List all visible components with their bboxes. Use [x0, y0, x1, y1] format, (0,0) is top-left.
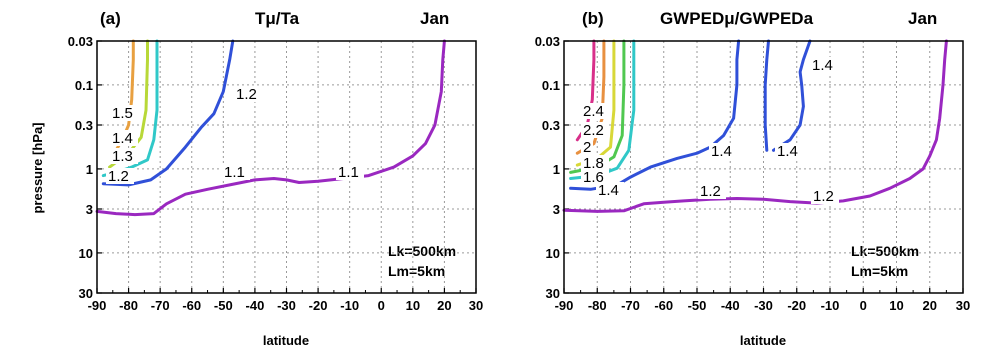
contour-label-bg: [222, 164, 250, 180]
y-tick-label: 1: [86, 162, 93, 177]
contour-label: 2.2: [583, 122, 604, 139]
contour-label-bg: [581, 169, 609, 185]
panel-a-note-lm: Lm=5km: [388, 263, 445, 279]
y-tick-label: 0.03: [535, 34, 560, 49]
x-tick-label: 10: [406, 298, 420, 313]
x-tick-label: 0: [378, 298, 385, 313]
panel-a-month: Jan: [420, 9, 449, 28]
contour-label: 1.5: [112, 105, 133, 122]
x-tick-label: 20: [923, 298, 937, 313]
panel-b-note-lk: Lk=500km: [851, 243, 919, 259]
panel-a-note-lk: Lk=500km: [388, 243, 456, 259]
x-tick-label: 30: [956, 298, 970, 313]
x-tick-label: 30: [469, 298, 483, 313]
contour-label: 1.1: [338, 164, 359, 181]
y-tick-label: 0.3: [75, 118, 93, 133]
contour-label: 1.4: [711, 143, 732, 160]
contour-label-bg: [110, 148, 138, 164]
contour-label-bg: [596, 182, 624, 198]
contour-label: 1.6: [583, 169, 604, 186]
x-tick-label: -70: [621, 298, 640, 313]
y-tick-label: 10: [546, 246, 560, 261]
contour-label-bg: [106, 168, 134, 184]
contour-label-bg: [775, 143, 803, 159]
panel-a-title: Tμ/Ta: [255, 9, 300, 28]
contour-label: 2.4: [583, 103, 604, 120]
y-tick-label: 10: [79, 246, 93, 261]
contour-label: 1.2: [108, 168, 129, 185]
x-tick-label: -50: [688, 298, 707, 313]
contour-label-bg: [698, 183, 726, 199]
panel-a-ylabel: pressure [hPa]: [30, 122, 45, 213]
x-tick-label: -20: [787, 298, 806, 313]
contour-label: 1.3: [112, 148, 133, 165]
panel-b: (b) GWPEDμ/GWPEDa Jan latitude Lk=500km …: [535, 9, 971, 348]
contour-label-bg: [110, 105, 138, 121]
panel-b-title: GWPEDμ/GWPEDa: [660, 9, 814, 28]
x-tick-label: -60: [182, 298, 201, 313]
panel-a-xlabel: latitude: [263, 333, 309, 348]
contour-line-1-4: [772, 39, 812, 152]
y-tick-label: 30: [546, 286, 560, 301]
x-tick-label: -20: [309, 298, 328, 313]
x-tick-label: -10: [340, 298, 359, 313]
plot-frame: [563, 40, 964, 294]
contour-label: 1.8: [583, 155, 604, 172]
y-tick-label: 3: [553, 202, 560, 217]
contour-label: 1.4: [812, 57, 833, 74]
x-tick-label: -40: [721, 298, 740, 313]
x-tick-label: 20: [437, 298, 451, 313]
contour-line-1-1: [95, 39, 446, 217]
x-tick-label: -90: [555, 298, 574, 313]
contour-label-bg: [581, 155, 609, 171]
x-tick-label: 0: [860, 298, 867, 313]
panel-a: (a) Tμ/Ta Jan latitude pressure [hPa] Lk…: [30, 9, 483, 348]
x-tick-label: -50: [214, 298, 233, 313]
x-tick-label: -90: [88, 298, 107, 313]
contour-label-bg: [581, 103, 609, 119]
panel-b-month: Jan: [908, 9, 937, 28]
panel-a-tag: (a): [100, 9, 121, 28]
x-tick-label: -10: [821, 298, 840, 313]
contour-line-1-2: [101, 39, 235, 187]
contour-label: 1.4: [598, 182, 619, 199]
y-tick-label: 0.1: [75, 78, 93, 93]
contour-label: 1.4: [777, 143, 798, 160]
contour-label: 1.2: [813, 188, 834, 205]
y-tick-label: 0.3: [542, 118, 560, 133]
contour-label-bg: [811, 188, 839, 204]
panel-b-tag: (b): [582, 9, 604, 28]
x-tick-label: -30: [277, 298, 296, 313]
y-tick-label: 1: [553, 162, 560, 177]
x-tick-label: 10: [889, 298, 903, 313]
panel-b-xlabel: latitude: [740, 333, 786, 348]
x-tick-label: -80: [588, 298, 607, 313]
y-tick-label: 0.1: [542, 78, 560, 93]
contour-label-bg: [110, 130, 138, 146]
x-tick-label: -40: [246, 298, 265, 313]
contour-label-bg: [709, 143, 737, 159]
contour-label-bg: [810, 57, 838, 73]
y-tick-label: 0.03: [68, 34, 93, 49]
contour-label-bg: [581, 139, 593, 155]
x-tick-label: -30: [754, 298, 773, 313]
contour-label-bg: [336, 164, 364, 180]
x-tick-label: -70: [151, 298, 170, 313]
plot-frame: [96, 40, 477, 294]
contour-label: 2: [583, 139, 591, 156]
contour-label-bg: [234, 86, 262, 102]
contour-line-1-4: [763, 39, 770, 152]
x-tick-label: -80: [119, 298, 138, 313]
contour-label: 1.2: [700, 183, 721, 200]
y-tick-label: 30: [79, 286, 93, 301]
panel-b-note-lm: Lm=5km: [851, 263, 908, 279]
y-tick-label: 3: [86, 202, 93, 217]
x-tick-label: -60: [654, 298, 673, 313]
contour-label: 1.4: [112, 130, 133, 147]
contour-label: 1.2: [236, 86, 257, 103]
contour-label-bg: [581, 122, 609, 138]
contour-label: 1.1: [224, 164, 245, 181]
